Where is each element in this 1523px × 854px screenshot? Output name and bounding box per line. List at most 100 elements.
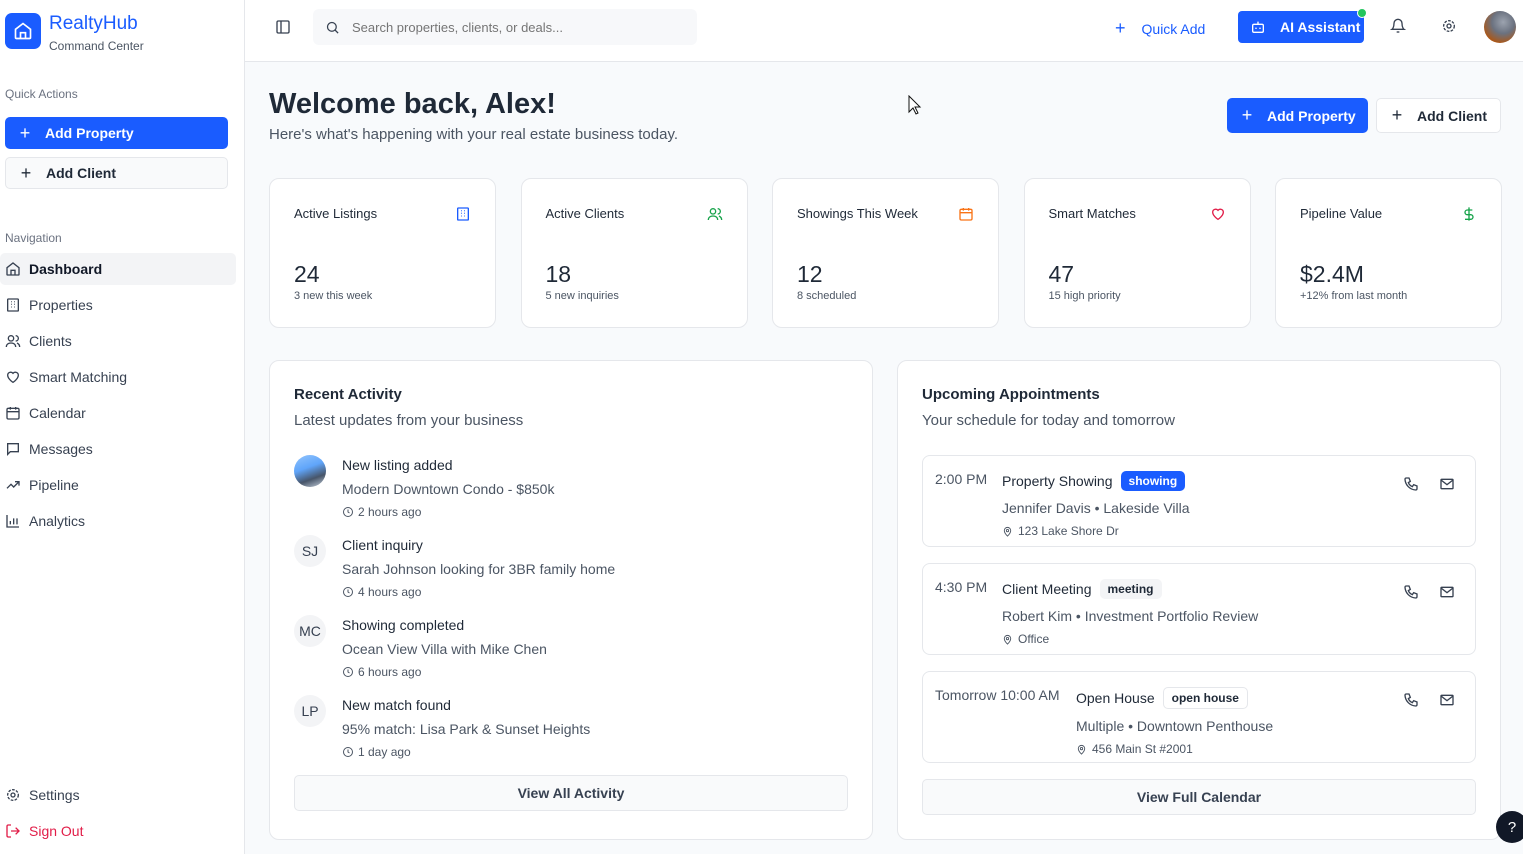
add-client-button[interactable]: + Add Client bbox=[1376, 98, 1501, 133]
phone-icon[interactable] bbox=[1403, 476, 1419, 492]
mail-icon[interactable] bbox=[1439, 584, 1455, 600]
avatar: LP bbox=[294, 695, 326, 727]
stat-value: 47 bbox=[1048, 261, 1075, 287]
building-icon bbox=[457, 207, 469, 221]
stat-title: Showings This Week bbox=[797, 206, 918, 221]
activity-time: 2 hours ago bbox=[358, 505, 422, 519]
nav-label: Clients bbox=[29, 333, 72, 349]
user-avatar[interactable] bbox=[1484, 11, 1516, 43]
heart-icon bbox=[6, 371, 20, 384]
sidebar-item-messages[interactable]: Messages bbox=[0, 433, 236, 465]
nav-label: Sign Out bbox=[29, 823, 84, 839]
button-label: Add Client bbox=[46, 165, 116, 181]
stat-card: Showings This Week 12 8 scheduled bbox=[772, 178, 999, 328]
sidebar-item-clients[interactable]: Clients bbox=[0, 325, 236, 357]
appointment-time: 4:30 PM bbox=[935, 579, 988, 595]
appointment-location: 123 Lake Shore Dr bbox=[1018, 524, 1119, 538]
sidebar-add-property-button[interactable]: + Add Property bbox=[5, 117, 228, 149]
logo bbox=[5, 13, 41, 49]
help-button[interactable]: ? bbox=[1496, 811, 1523, 843]
gear-icon[interactable] bbox=[1441, 18, 1457, 34]
page-title: Welcome back, Alex! bbox=[269, 88, 556, 120]
stat-value: 24 bbox=[294, 261, 320, 287]
panel-title: Recent Activity bbox=[294, 386, 402, 403]
activity-time: 6 hours ago bbox=[358, 665, 422, 679]
button-label: AI Assistant bbox=[1280, 19, 1361, 35]
ai-assistant-button[interactable]: AI Assistant bbox=[1238, 8, 1367, 43]
clock-icon bbox=[343, 507, 353, 517]
sidebar-item-sign-out[interactable]: Sign Out bbox=[0, 815, 236, 847]
sidebar-item-analytics[interactable]: Analytics bbox=[0, 505, 236, 537]
mail-icon[interactable] bbox=[1439, 476, 1455, 492]
appointment-type: Property Showing bbox=[1002, 473, 1113, 489]
quick-add-button[interactable]: + Quick Add bbox=[1115, 18, 1205, 39]
sidebar-add-client-button[interactable]: + Add Client bbox=[5, 157, 228, 189]
mouse-cursor-icon bbox=[908, 95, 922, 115]
mail-icon[interactable] bbox=[1439, 692, 1455, 708]
phone-icon[interactable] bbox=[1403, 584, 1419, 600]
avatar: SJ bbox=[294, 535, 326, 567]
message-icon bbox=[7, 443, 19, 456]
sidebar-item-settings[interactable]: Settings bbox=[0, 779, 236, 811]
search-bar[interactable] bbox=[313, 9, 697, 45]
nav-label: Pipeline bbox=[29, 477, 79, 493]
list-item: SJ Client inquiry Sarah Johnson looking … bbox=[294, 535, 834, 605]
stat-card: Active Clients 18 5 new inquiries bbox=[520, 178, 748, 328]
status-badge: showing bbox=[1120, 471, 1186, 491]
list-item: MC Showing completed Ocean View Villa wi… bbox=[294, 615, 834, 685]
stat-card: Active Listings 24 3 new this week bbox=[269, 178, 496, 328]
appointment-card[interactable]: Tomorrow 10:00 AM Open House open house M… bbox=[922, 671, 1476, 763]
sidebar-item-smart-matching[interactable]: Smart Matching bbox=[0, 361, 236, 393]
sidebar-item-calendar[interactable]: Calendar bbox=[0, 397, 236, 429]
appointment-detail: Jennifer Davis • Lakeside Villa bbox=[1002, 500, 1190, 516]
button-label: Add Property bbox=[1267, 107, 1356, 124]
nav-label: Messages bbox=[29, 441, 93, 457]
nav-label: Analytics bbox=[29, 513, 86, 529]
sidebar-item-dashboard[interactable]: Dashboard bbox=[0, 253, 236, 285]
stat-value: $2.4M bbox=[1300, 261, 1364, 287]
clock-icon bbox=[343, 587, 353, 597]
stat-title: Pipeline Value bbox=[1300, 206, 1383, 221]
view-full-calendar-button[interactable]: View Full Calendar bbox=[922, 779, 1476, 815]
stat-title: Active Listings bbox=[294, 206, 378, 221]
sidebar-item-properties[interactable]: Properties bbox=[0, 289, 236, 321]
search-input[interactable] bbox=[352, 19, 672, 35]
nav-label: Properties bbox=[29, 297, 93, 313]
add-property-button[interactable]: + Add Property bbox=[1227, 98, 1368, 133]
sidebar-item-pipeline[interactable]: Pipeline bbox=[0, 469, 236, 501]
stat-title: Active Clients bbox=[545, 206, 625, 221]
users-icon bbox=[5, 335, 21, 348]
panel-subtitle: Latest updates from your business bbox=[294, 412, 524, 429]
status-badge: meeting bbox=[1099, 579, 1162, 599]
heart-icon bbox=[1211, 208, 1224, 221]
appointment-location: Office bbox=[1018, 632, 1050, 646]
clock-icon bbox=[343, 667, 353, 677]
users-icon bbox=[707, 208, 722, 221]
appointment-time: Tomorrow 10:00 AM bbox=[935, 687, 1060, 703]
plus-icon: + bbox=[1391, 105, 1403, 125]
plus-icon: + bbox=[1241, 105, 1253, 125]
activity-detail: Ocean View Villa with Mike Chen bbox=[342, 641, 547, 657]
stat-note: 15 high priority bbox=[1048, 290, 1121, 302]
topbar: + Quick Add AI Assistant bbox=[245, 0, 1523, 62]
appointment-card[interactable]: 4:30 PM Client Meeting meeting Robert Kim… bbox=[922, 563, 1476, 655]
view-all-activity-button[interactable]: View All Activity bbox=[294, 775, 848, 811]
home-icon bbox=[14, 22, 32, 40]
stat-value: 12 bbox=[797, 261, 823, 287]
appointment-time: 2:00 PM bbox=[935, 471, 988, 487]
map-pin-icon bbox=[1003, 634, 1012, 645]
nav-label: Dashboard bbox=[29, 261, 103, 277]
activity-detail: Sarah Johnson looking for 3BR family hom… bbox=[342, 561, 616, 577]
activity-time: 1 day ago bbox=[358, 745, 411, 759]
gear-icon bbox=[7, 789, 19, 801]
stat-card: Smart Matches 47 15 high priority bbox=[1023, 178, 1251, 328]
calendar-icon bbox=[6, 407, 20, 420]
bell-icon[interactable] bbox=[1390, 18, 1406, 34]
plus-icon: + bbox=[20, 162, 32, 183]
bot-icon bbox=[1252, 21, 1264, 33]
phone-icon[interactable] bbox=[1403, 692, 1419, 708]
sidebar-toggle-icon[interactable] bbox=[275, 19, 291, 35]
panel-subtitle: Your schedule for today and tomorrow bbox=[922, 412, 1175, 429]
appointment-type: Client Meeting bbox=[1002, 581, 1092, 597]
appointment-card[interactable]: 2:00 PM Property Showing showing Jennifer… bbox=[922, 455, 1476, 547]
